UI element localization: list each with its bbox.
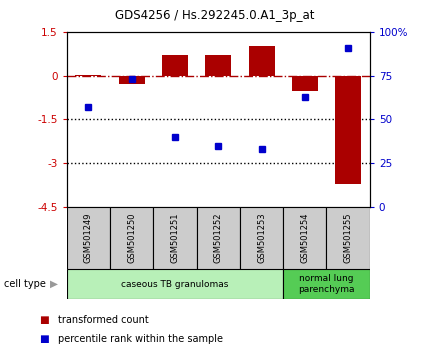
Bar <box>240 207 283 269</box>
Text: ■: ■ <box>39 315 49 325</box>
Bar <box>67 207 110 269</box>
Bar <box>292 76 318 91</box>
Text: caseous TB granulomas: caseous TB granulomas <box>121 280 229 289</box>
Bar <box>283 269 370 299</box>
Text: transformed count: transformed count <box>58 315 149 325</box>
Text: ▶: ▶ <box>50 279 58 289</box>
Bar <box>67 269 283 299</box>
Text: GSM501254: GSM501254 <box>300 213 309 263</box>
Text: GSM501251: GSM501251 <box>170 213 179 263</box>
Bar <box>283 207 326 269</box>
Text: cell type: cell type <box>4 279 46 289</box>
Bar <box>205 55 231 76</box>
Bar <box>197 207 240 269</box>
Bar <box>249 46 274 76</box>
Text: ■: ■ <box>39 334 49 344</box>
Bar <box>110 207 153 269</box>
Bar <box>119 76 144 84</box>
Text: GDS4256 / Hs.292245.0.A1_3p_at: GDS4256 / Hs.292245.0.A1_3p_at <box>115 10 315 22</box>
Bar <box>335 76 361 184</box>
Bar <box>162 55 188 76</box>
Bar <box>153 207 197 269</box>
Text: normal lung
parenchyma: normal lung parenchyma <box>298 274 355 294</box>
Bar <box>326 207 370 269</box>
Text: GSM501252: GSM501252 <box>214 213 223 263</box>
Text: GSM501255: GSM501255 <box>344 213 353 263</box>
Bar <box>75 75 101 76</box>
Text: GSM501250: GSM501250 <box>127 213 136 263</box>
Text: GSM501249: GSM501249 <box>84 213 93 263</box>
Text: percentile rank within the sample: percentile rank within the sample <box>58 334 223 344</box>
Text: GSM501253: GSM501253 <box>257 213 266 263</box>
